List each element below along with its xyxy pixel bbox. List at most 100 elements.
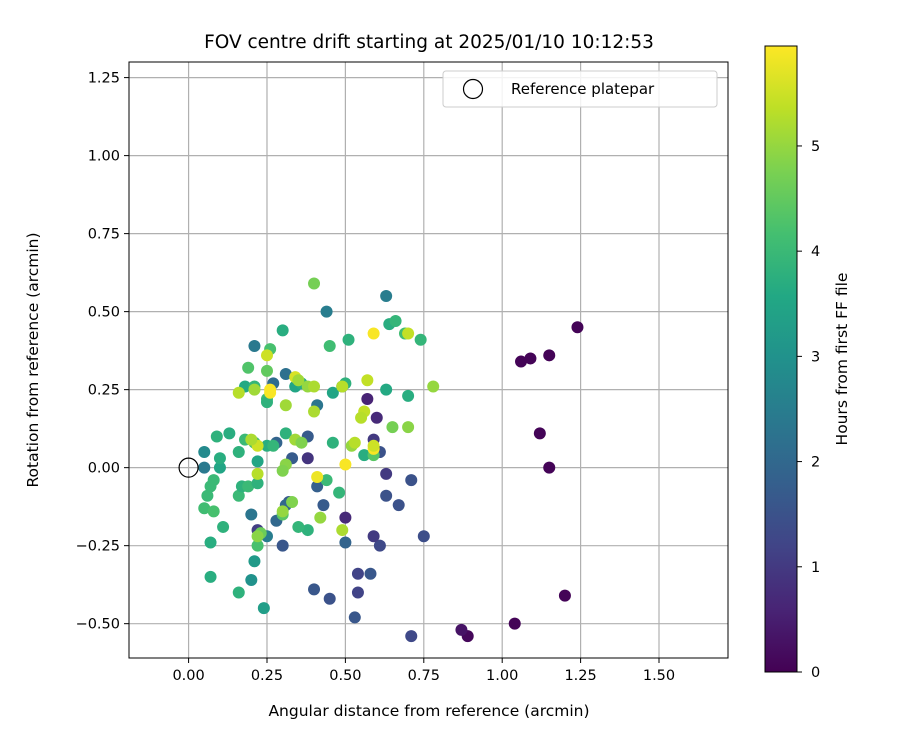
data-point — [380, 290, 393, 303]
data-point — [348, 611, 361, 624]
x-tick-label: 0.25 — [251, 668, 283, 684]
data-point — [251, 455, 264, 468]
reference-platepar-marker — [178, 457, 199, 478]
y-tick-label: 0.25 — [88, 383, 120, 399]
chart-title: FOV centre drift starting at 2025/01/10 … — [204, 32, 654, 53]
data-points — [198, 277, 584, 643]
data-point — [455, 623, 468, 636]
data-point — [257, 602, 270, 615]
data-point — [210, 430, 223, 443]
data-point — [361, 374, 374, 387]
data-point — [292, 520, 305, 533]
data-point — [361, 393, 374, 406]
data-point — [317, 499, 330, 512]
data-point — [380, 383, 393, 396]
data-point — [323, 339, 336, 352]
legend-box — [442, 70, 718, 108]
data-point — [533, 427, 546, 440]
data-point — [311, 480, 324, 493]
grid-lines — [129, 62, 728, 658]
data-point — [333, 486, 346, 499]
data-point — [286, 495, 299, 508]
x-axis: 0.00 0.25 0.50 0.75 1.00 1.25 1.50 — [172, 658, 675, 684]
data-point — [204, 570, 217, 583]
data-point — [264, 383, 277, 396]
data-point — [295, 436, 308, 449]
data-point — [292, 374, 305, 387]
data-point — [260, 349, 273, 362]
data-point — [336, 524, 349, 537]
y-tick-label: 1.00 — [88, 149, 120, 165]
data-point — [245, 508, 258, 521]
data-point — [301, 452, 314, 465]
data-point — [207, 505, 220, 518]
data-point — [213, 461, 226, 474]
x-tick-label: 1.50 — [643, 668, 675, 684]
x-tick-label: 0.00 — [172, 668, 204, 684]
data-point — [358, 449, 371, 462]
data-point — [380, 467, 393, 480]
data-point — [314, 511, 327, 524]
data-point — [524, 352, 537, 365]
colorbar: 0 1 2 3 4 5 Hours from first FF file — [764, 45, 851, 681]
colorbar-tick-label: 1 — [811, 560, 820, 576]
data-point — [364, 567, 377, 580]
x-tick-label: 0.75 — [408, 668, 440, 684]
data-point — [311, 471, 324, 484]
data-point — [223, 427, 236, 440]
data-point — [308, 583, 321, 596]
data-point — [248, 555, 261, 568]
data-point — [508, 617, 521, 630]
legend: Reference platepar — [442, 70, 718, 108]
data-point — [571, 321, 584, 334]
y-tick-label: −0.50 — [76, 617, 120, 633]
data-point — [217, 520, 230, 533]
data-point — [198, 461, 211, 474]
data-point — [392, 499, 405, 512]
data-point — [251, 539, 264, 552]
data-point — [301, 524, 314, 537]
data-point — [336, 380, 349, 393]
colorbar-tick-label: 2 — [811, 455, 820, 471]
y-tick-label: 1.25 — [88, 71, 120, 87]
data-point — [339, 511, 352, 524]
colorbar-gradient — [764, 45, 798, 673]
y-axis-label: Rotation from reference (arcmin) — [24, 232, 42, 487]
data-point — [367, 327, 380, 340]
data-point — [339, 536, 352, 549]
colorbar-tick-label: 5 — [811, 139, 820, 155]
data-point — [320, 305, 333, 318]
data-point — [402, 389, 415, 402]
data-point — [279, 399, 292, 412]
x-tick-label: 1.25 — [564, 668, 596, 684]
data-point — [543, 461, 556, 474]
data-point — [308, 380, 321, 393]
data-point — [367, 439, 380, 452]
data-point — [389, 314, 402, 327]
legend-label: Reference platepar — [511, 80, 655, 98]
data-point — [342, 333, 355, 346]
colorbar-tick-label: 0 — [811, 665, 820, 681]
y-tick-label: 0.50 — [88, 305, 120, 321]
data-point — [367, 530, 380, 543]
data-point — [213, 452, 226, 465]
x-tick-label: 0.50 — [329, 668, 361, 684]
y-axis: −0.50 −0.25 0.00 0.25 0.50 0.75 1.00 1.25 — [76, 71, 129, 633]
data-point — [351, 567, 364, 580]
data-point — [248, 339, 261, 352]
data-point — [308, 405, 321, 418]
data-point — [207, 474, 220, 487]
data-point — [276, 505, 289, 518]
data-point — [260, 364, 273, 377]
legend-marker-circle — [462, 78, 484, 100]
data-point — [370, 411, 383, 424]
data-point — [402, 327, 415, 340]
data-point — [245, 433, 258, 446]
data-point — [386, 421, 399, 434]
data-point — [326, 386, 339, 399]
x-tick-label: 1.00 — [486, 668, 518, 684]
data-point — [201, 489, 214, 502]
y-tick-label: 0.00 — [88, 461, 120, 477]
data-point — [198, 502, 211, 515]
